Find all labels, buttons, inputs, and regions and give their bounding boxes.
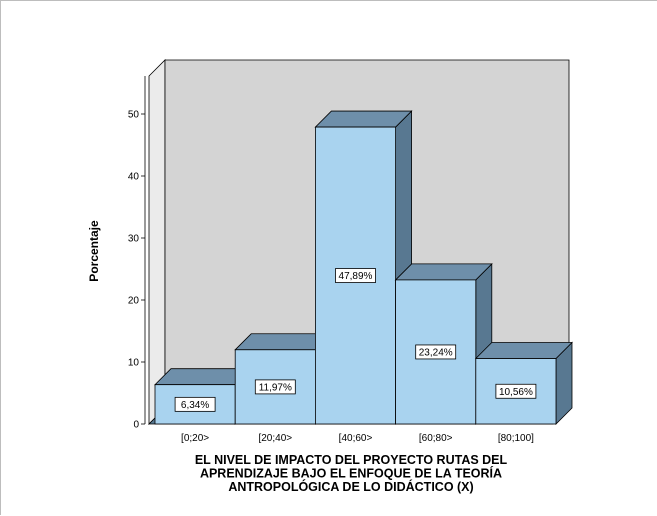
x-axis-title-line-0: EL NIVEL DE IMPACTO DEL PROYECTO RUTAS D… xyxy=(195,453,508,467)
y-tick-label: 0 xyxy=(133,420,139,431)
data-label-box-0 xyxy=(174,396,216,412)
data-label-0: 6,34% xyxy=(181,400,209,411)
x-axis-title-line-2: ANTROPOLÓGICA DE LO DIDÁCTICO (X) xyxy=(228,479,473,494)
y-axis-label: Porcentaje xyxy=(87,220,101,282)
data-label-2: 47,89% xyxy=(339,271,373,282)
bar-top-4 xyxy=(474,342,573,359)
left-wall xyxy=(148,59,166,425)
x-tick-label-2: [40;60> xyxy=(339,433,373,444)
data-label-box-2 xyxy=(335,268,376,283)
data-label-box-3 xyxy=(415,344,457,360)
y-tick-label: 10 xyxy=(128,358,140,369)
bar-top-2 xyxy=(314,110,413,128)
bar-1 xyxy=(234,349,316,425)
data-label-4: 10,56% xyxy=(499,387,533,398)
y-tick-label: 50 xyxy=(128,110,140,121)
x-tick-label-4: [80;100] xyxy=(498,433,534,444)
y-tick-label: 30 xyxy=(128,234,140,245)
y-tick-label: 20 xyxy=(128,296,140,307)
data-label-box-1 xyxy=(254,379,296,395)
x-tick-label-3: [60;80> xyxy=(419,433,453,444)
y-tick-label: 40 xyxy=(128,172,140,183)
x-tick-label-0: [0;20> xyxy=(181,433,209,444)
x-axis-title-line-1: APRENDIZAJE BAJO EL ENFOQUE DE LA TEORÍA xyxy=(200,466,502,481)
x-tick-label-1: [20;40> xyxy=(258,433,292,444)
data-label-box-4 xyxy=(495,383,537,399)
bar-top-3 xyxy=(394,263,493,281)
data-label-3: 23,24% xyxy=(419,347,453,358)
data-label-1: 11,97% xyxy=(259,382,292,393)
